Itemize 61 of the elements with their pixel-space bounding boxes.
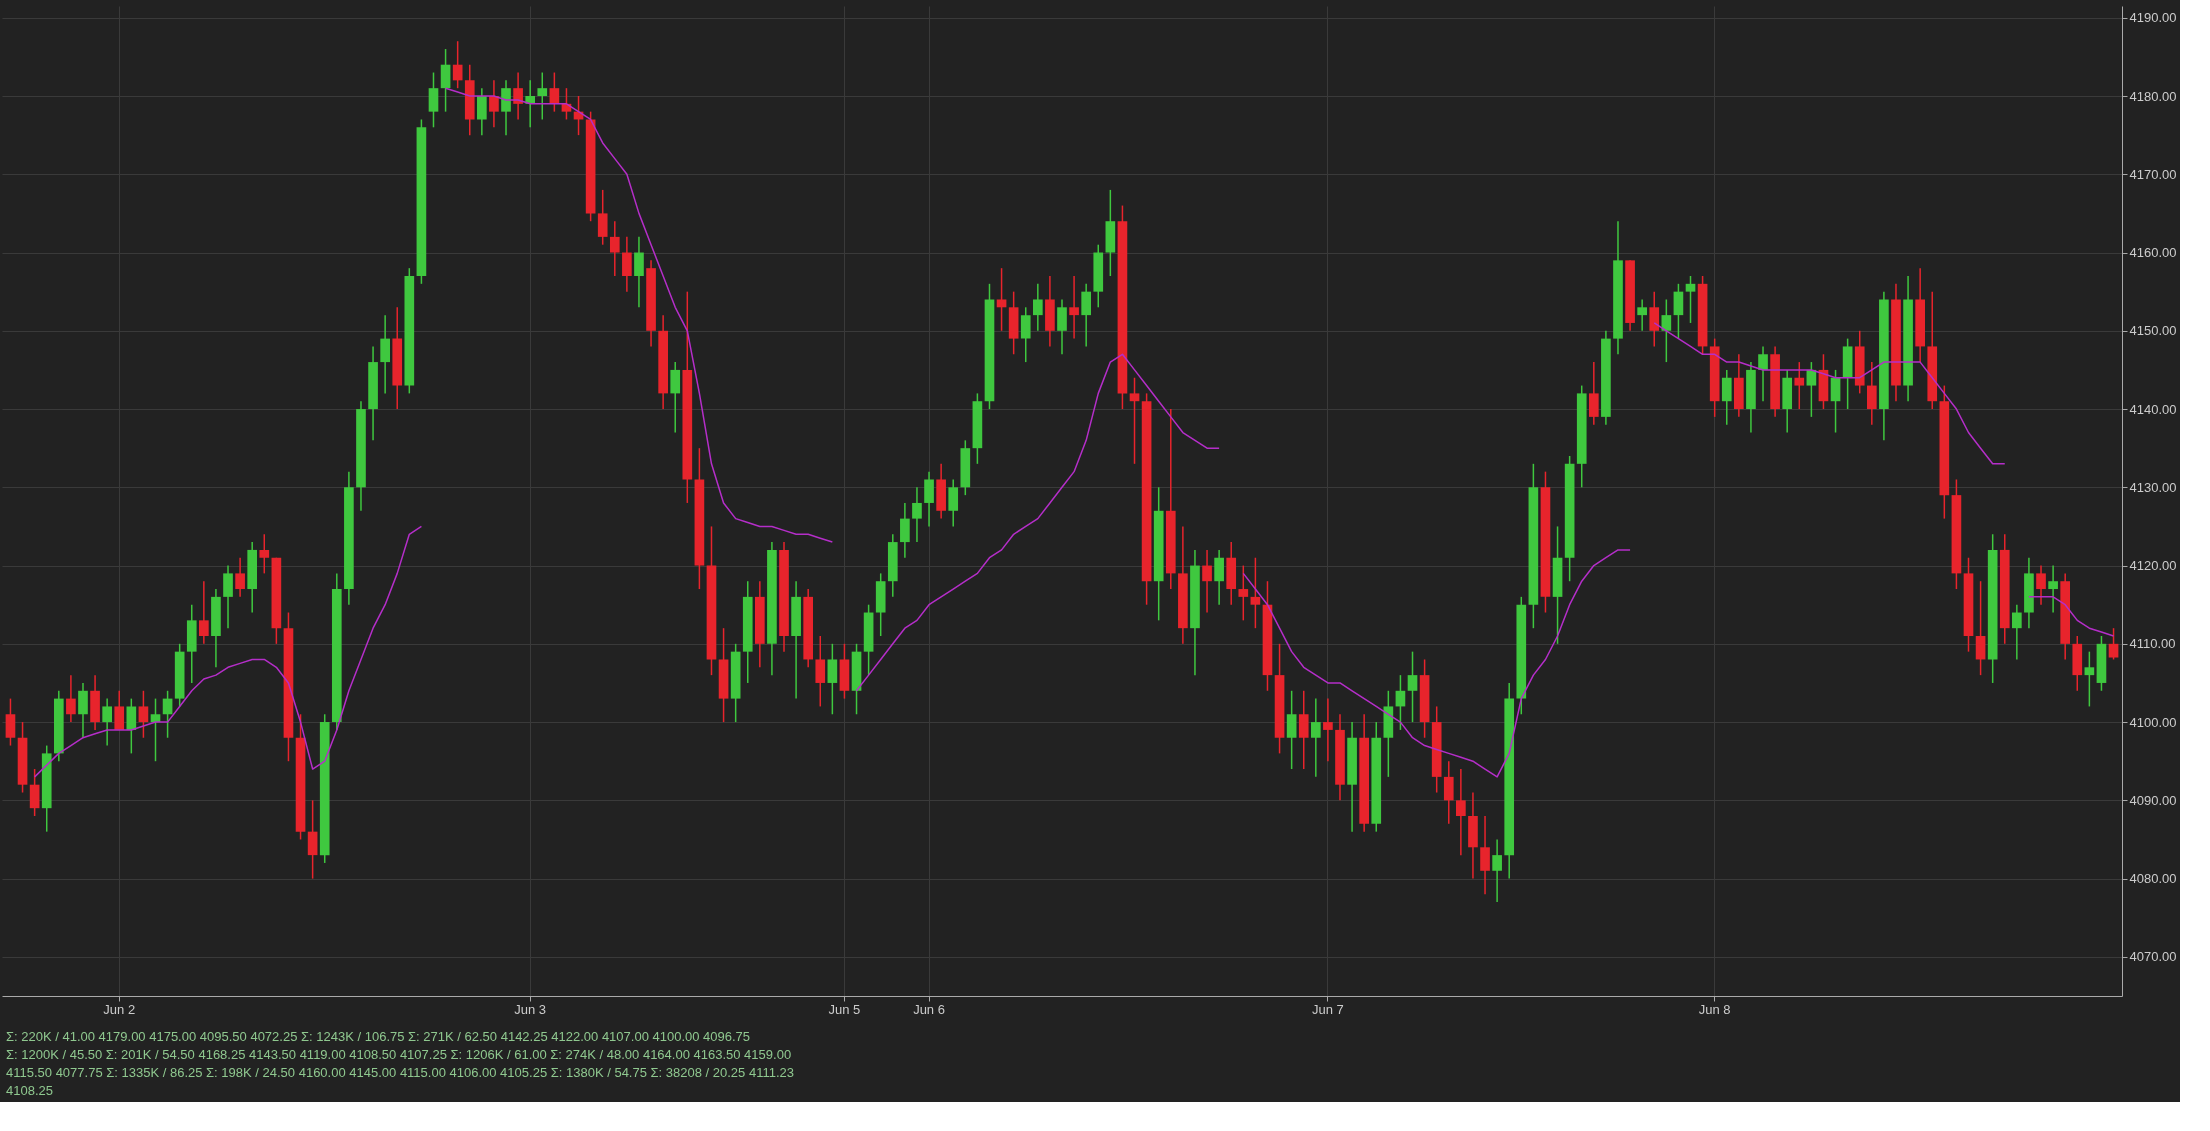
y-tick-label: 4190.00: [2129, 10, 2177, 26]
candlestick: [199, 580, 209, 645]
candlestick: [1492, 838, 1502, 903]
candlestick: [66, 674, 76, 723]
text: 4115.50 4077.75 Σ: 1335K / 86.25 Σ: 198K / 24.50 4160.00 4145.00 4115.00 4106.00 4105.25 Σ: 1380K / 54.75 Σ: 38208 / 20.25 4111.23: [6, 1065, 795, 1080]
candlestick: [126, 697, 137, 755]
candlestick: [452, 40, 463, 89]
x-tick-label: Jun 5: [828, 1001, 861, 1017]
y-tick-label: 4080.00: [2129, 871, 2177, 887]
candlestick: [1020, 306, 1031, 363]
y-tick-label: 4150.00: [2129, 323, 2177, 339]
x-tick-label: Jun 2: [103, 1001, 136, 1017]
candlestick: [1069, 275, 1079, 340]
x-tick-label: Jun 8: [1698, 1001, 1731, 1017]
candlestick: [223, 564, 233, 629]
candlestick: [2036, 564, 2046, 606]
y-tick-label: 4070.00: [2129, 949, 2177, 965]
candlestick: [1649, 290, 1660, 348]
candlestick: [440, 48, 451, 113]
x-tick-label: Jun 3: [514, 1001, 547, 1017]
candlestick: [138, 690, 149, 739]
candlestick: [996, 267, 1007, 332]
candlestick: [1443, 760, 1454, 825]
text: Σ: 1200K / 45.50 Σ: 201K / 54.50 4168.25 4143.50 4119.00 4108.50 4107.25 Σ: 1206K / 61.00 Σ: 274K / 48.00 4164.00 4163.50 4159.00: [6, 1047, 792, 1062]
candlestick: [827, 643, 838, 716]
candlestick: [1637, 298, 1647, 332]
y-tick-label: 4170.00: [2129, 166, 2177, 182]
candlestick: [1588, 361, 1599, 426]
text: Σ: 220K / 41.00 4179.00 4175.00 4095.50 4072.25 Σ: 1243K / 106.75 Σ: 271K / 62.50 4142.25 4122.00 4107.00 4100.00 4096.75: [6, 1029, 751, 1044]
candlestick: [1032, 283, 1043, 332]
candlestick: [78, 682, 88, 739]
candlestick: [2012, 603, 2022, 661]
candlestick: [114, 690, 125, 731]
y-tick-label: 4120.00: [2129, 558, 2177, 574]
candlestick: [1057, 298, 1067, 356]
candlestick: [1480, 815, 1490, 896]
candlestick: [259, 533, 270, 575]
candlestick: [1081, 283, 1092, 348]
candlestick: [2108, 627, 2119, 661]
y-tick-label: 4130.00: [2129, 479, 2177, 495]
candlestick: [815, 635, 826, 708]
y-tick-label: 4110.00: [2129, 636, 2176, 652]
candlestick: [235, 556, 245, 598]
y-tick-label: 4140.00: [2129, 401, 2177, 417]
candlestick: [1975, 580, 1986, 676]
candlestick: [307, 799, 318, 880]
candlestick: [5, 697, 16, 747]
y-tick-label: 4100.00: [2129, 714, 2177, 730]
candlestick: [1685, 275, 1696, 324]
x-tick-label: Jun 6: [913, 1001, 945, 1017]
y-tick-label: 4090.00: [2129, 792, 2177, 808]
candlestick: [428, 71, 439, 129]
candlestick: [1456, 768, 1466, 856]
y-tick-label: 4160.00: [2129, 245, 2177, 261]
y-tick-label: 4180.00: [2129, 88, 2177, 104]
candlestick: [2084, 650, 2095, 708]
candlestick: [29, 768, 40, 817]
text: 4108.25: [6, 1083, 53, 1098]
candlestick: [380, 314, 390, 395]
x-tick-label: Jun 7: [1312, 1001, 1344, 1017]
candlestick: [102, 697, 112, 747]
